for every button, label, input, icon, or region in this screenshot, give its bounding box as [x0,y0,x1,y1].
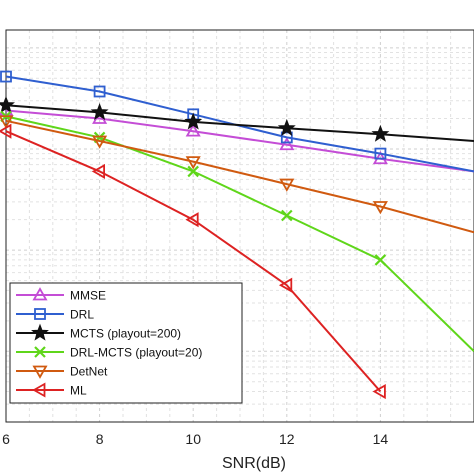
data-point [184,112,203,130]
legend-label: MMSE [70,289,106,303]
legend-marker [34,346,46,358]
data-point [0,123,12,139]
series-ml [0,123,386,400]
data-point [278,277,293,293]
x-tick-label: 6 [2,431,10,447]
series-line [5,130,382,393]
data-point [0,95,15,113]
series-line [5,115,474,353]
legend-label: MCTS (playout=200) [70,327,181,341]
series-mcts-playout-200 [0,95,474,142]
data-point [93,85,106,98]
data-point [371,124,390,142]
data-point [281,209,293,222]
plot-frame [5,29,474,423]
data-point [185,156,201,170]
x-tick-labels: 6 8 10 12 14 [2,431,388,447]
legend-marker [34,308,46,320]
legend-item: DetNet [16,365,108,379]
data-point [90,102,109,120]
x-axis-label: SNR(dB) [222,455,286,472]
legend-item: DRL [16,308,94,322]
series-detnet [0,115,474,234]
data-point [279,178,295,192]
legend-marker [32,287,48,301]
x-tick-label: 14 [373,431,389,447]
data-point [91,163,105,179]
series-line [5,104,474,142]
series-line [5,109,474,173]
legend-marker [32,365,48,379]
data-point [185,212,199,228]
series-line [5,119,474,234]
x-tick-label: 12 [279,431,295,447]
legend-item: MMSE [16,287,106,303]
data-point [187,165,199,178]
legend-label: DetNet [70,365,108,379]
data-point [280,131,293,144]
data-point [374,147,387,160]
data-point [92,135,108,149]
data-point [279,136,295,151]
series-layer [0,70,474,400]
legend-item: DRL-MCTS (playout=20) [16,346,202,360]
data-point [0,70,12,83]
legend-marker [31,323,49,341]
legend-label: DRL [70,308,94,322]
x-tick-label: 10 [185,431,201,447]
data-point [277,118,296,136]
legend-box [9,282,243,404]
data-point [0,115,14,129]
data-point [372,383,386,400]
data-point [185,123,201,137]
x-tick-label: 8 [96,431,104,447]
legend-marker [32,382,46,398]
legend-item: ML [16,382,87,398]
legend: MMSE DRL MCTS (playout=200) DRL-MCTS (playo… [9,282,243,404]
series-drl [0,70,474,173]
legend-label: ML [70,384,87,398]
series-mmse [0,102,474,173]
series-drl-mcts-playout-20 [0,110,474,353]
data-point [374,254,387,266]
legend-item: MCTS (playout=200) [16,323,181,341]
legend-label: DRL-MCTS (playout=20) [70,346,202,360]
data-point [372,201,388,215]
